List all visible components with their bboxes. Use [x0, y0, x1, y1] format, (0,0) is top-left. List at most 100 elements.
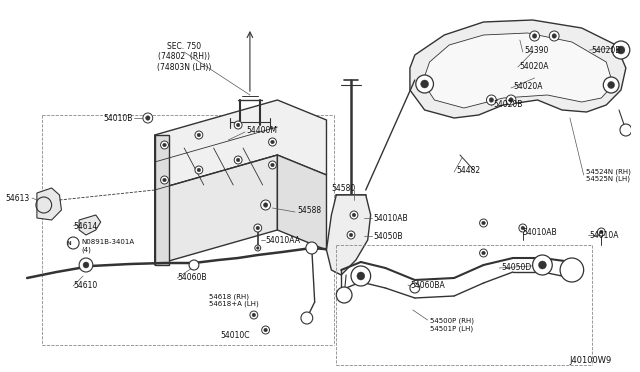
Text: 54500P (RH)
54501P (LH): 54500P (RH) 54501P (LH) [429, 318, 474, 332]
Circle shape [264, 203, 268, 207]
Polygon shape [422, 33, 613, 108]
Circle shape [269, 138, 276, 146]
Text: 54060BA: 54060BA [410, 280, 445, 289]
Polygon shape [155, 155, 277, 265]
Circle shape [357, 272, 365, 280]
Text: 54020A: 54020A [513, 81, 543, 90]
Circle shape [252, 313, 255, 317]
Text: 54010B: 54010B [104, 113, 133, 122]
Circle shape [262, 326, 269, 334]
Circle shape [532, 34, 537, 38]
Circle shape [479, 249, 488, 257]
Circle shape [195, 131, 203, 139]
Text: 54613: 54613 [6, 193, 30, 202]
Circle shape [620, 124, 632, 136]
Text: 54010A: 54010A [589, 231, 619, 240]
Circle shape [351, 266, 371, 286]
Circle shape [519, 224, 527, 232]
Circle shape [195, 166, 203, 174]
Text: J40100W9: J40100W9 [569, 356, 611, 365]
Circle shape [612, 41, 630, 59]
Circle shape [604, 77, 619, 93]
Circle shape [347, 231, 355, 239]
Circle shape [250, 311, 258, 319]
Circle shape [486, 95, 496, 105]
Text: 54390: 54390 [525, 45, 549, 55]
Circle shape [506, 95, 516, 105]
Circle shape [489, 98, 493, 102]
Circle shape [269, 161, 276, 169]
Circle shape [161, 141, 168, 149]
Text: N: N [67, 241, 72, 246]
Circle shape [600, 230, 603, 234]
Circle shape [234, 121, 242, 129]
Text: 54400M: 54400M [246, 125, 277, 135]
Circle shape [264, 328, 268, 332]
Circle shape [271, 140, 275, 144]
Text: 54050B: 54050B [374, 231, 403, 241]
Text: 54060B: 54060B [177, 273, 207, 282]
Circle shape [197, 168, 200, 172]
Circle shape [617, 46, 625, 54]
Polygon shape [155, 100, 326, 190]
Circle shape [479, 219, 488, 227]
Circle shape [349, 233, 353, 237]
Circle shape [420, 80, 429, 88]
Circle shape [67, 237, 79, 249]
Text: 54050D: 54050D [501, 263, 531, 273]
Circle shape [521, 226, 525, 230]
Text: 54588: 54588 [297, 205, 321, 215]
Circle shape [549, 31, 559, 41]
Text: 54482: 54482 [456, 166, 480, 174]
Text: 54020B: 54020B [591, 45, 621, 55]
Circle shape [352, 213, 356, 217]
Circle shape [597, 228, 605, 236]
Circle shape [260, 200, 271, 210]
Circle shape [143, 113, 153, 123]
Circle shape [236, 158, 240, 162]
Text: 54614: 54614 [73, 221, 97, 231]
Polygon shape [155, 135, 170, 265]
Polygon shape [277, 155, 326, 250]
Circle shape [608, 81, 614, 89]
Text: 54618 (RH)
54618+A (LH): 54618 (RH) 54618+A (LH) [209, 293, 259, 307]
Text: 54010C: 54010C [220, 331, 250, 340]
Polygon shape [410, 20, 626, 118]
Circle shape [301, 312, 313, 324]
Circle shape [410, 283, 420, 293]
Circle shape [552, 34, 556, 38]
Circle shape [79, 258, 93, 272]
Text: 54020A: 54020A [520, 61, 549, 71]
Circle shape [532, 255, 552, 275]
Text: N0891B-3401A
(4): N0891B-3401A (4) [81, 239, 134, 253]
Circle shape [189, 260, 199, 270]
Text: 54610: 54610 [73, 282, 97, 291]
Text: 54020B: 54020B [493, 99, 523, 109]
Circle shape [482, 251, 485, 255]
Circle shape [256, 226, 260, 230]
Circle shape [560, 258, 584, 282]
Polygon shape [37, 188, 61, 220]
Circle shape [482, 221, 485, 225]
Circle shape [146, 116, 150, 120]
Text: SEC. 750
(74802  (RH))
(74803N (LH)): SEC. 750 (74802 (RH)) (74803N (LH)) [157, 42, 211, 72]
Circle shape [161, 176, 168, 184]
Text: 54524N (RH)
54525N (LH): 54524N (RH) 54525N (LH) [586, 168, 630, 182]
Circle shape [234, 156, 242, 164]
Circle shape [336, 287, 352, 303]
Circle shape [416, 75, 433, 93]
Text: 54010AA: 54010AA [266, 235, 301, 244]
Polygon shape [326, 195, 371, 275]
Circle shape [350, 211, 358, 219]
Circle shape [163, 143, 166, 147]
Text: 54010AB: 54010AB [374, 214, 408, 222]
Circle shape [255, 245, 260, 251]
Circle shape [236, 123, 240, 127]
Circle shape [538, 261, 547, 269]
Polygon shape [79, 215, 100, 235]
Text: 54010AB: 54010AB [523, 228, 557, 237]
Circle shape [271, 163, 275, 167]
Circle shape [306, 242, 317, 254]
Circle shape [257, 247, 259, 249]
Circle shape [254, 224, 262, 232]
